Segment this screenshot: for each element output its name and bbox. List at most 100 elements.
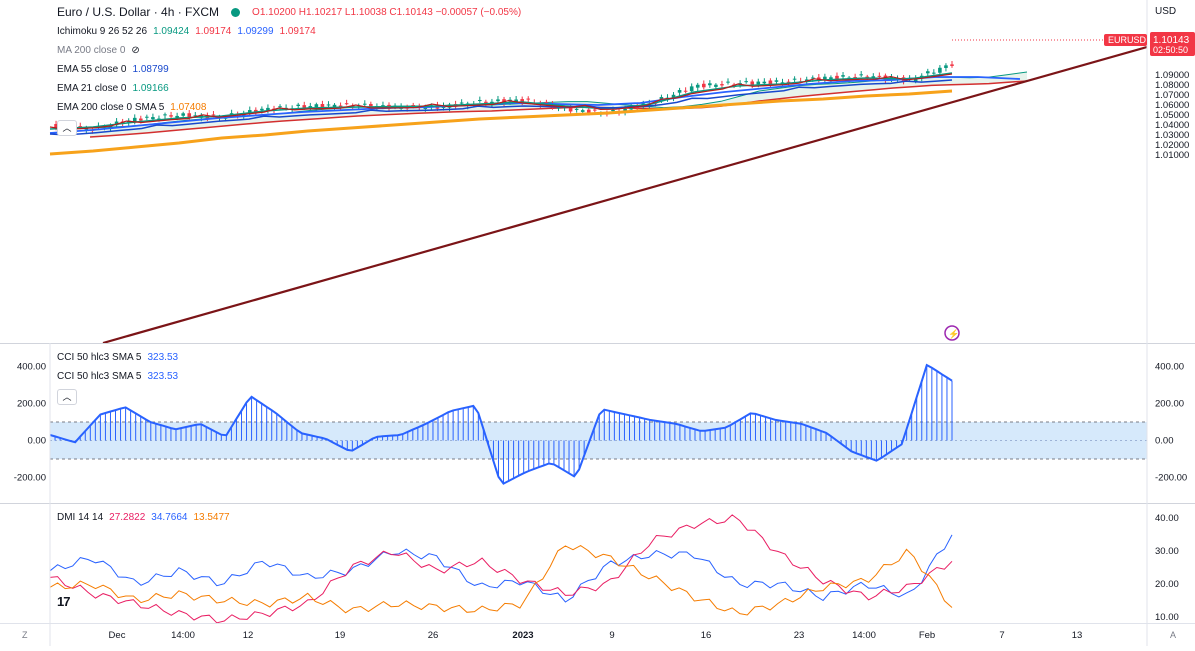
dmi-plus-line	[49, 534, 953, 603]
candle[interactable]	[877, 72, 882, 79]
candle[interactable]	[720, 80, 724, 88]
symbol-row[interactable]: Euro / U.S. Dollar · 4h · FXCM O1.10200 …	[57, 3, 521, 22]
candle[interactable]	[859, 71, 863, 77]
lightning-icon[interactable]	[944, 325, 960, 341]
candle[interactable]	[526, 96, 531, 103]
candle-body	[647, 103, 652, 107]
candle[interactable]	[823, 73, 827, 83]
candle-body	[362, 103, 367, 105]
dmi-pane[interactable]: 40.00 30.00 20.00 10.00 DMI 14 14 27.2822 3…	[0, 503, 1195, 624]
dmi-legend-row[interactable]: DMI 14 14 27.2822 34.7664 13.5477	[57, 508, 230, 527]
candle[interactable]	[950, 60, 954, 68]
dmi-axis-labels[interactable]: 40.00 30.00 20.00 10.00	[1155, 513, 1179, 623]
candle[interactable]	[362, 100, 367, 107]
candle[interactable]	[326, 101, 331, 108]
pane-separator[interactable]	[0, 503, 1195, 504]
candle-body	[925, 71, 930, 74]
candle[interactable]	[944, 63, 948, 72]
time-axis-svg[interactable]: Z A Dec 14:00 12 19 26 2023 9 16 23 14:00 Feb 7 13	[0, 624, 1195, 646]
collapse-legend-button[interactable]: ︿	[57, 120, 77, 136]
candle[interactable]	[792, 76, 797, 83]
candle-body	[247, 110, 252, 114]
indicator-name[interactable]: Ichimoku 9 26 52 26	[57, 26, 148, 37]
candle-body	[562, 107, 567, 109]
candle-body	[181, 113, 185, 116]
currency-label[interactable]: USD	[1155, 6, 1176, 17]
trendline[interactable]	[102, 45, 1148, 345]
candle[interactable]	[163, 112, 167, 119]
price-tick-label: 1.07000	[1155, 90, 1189, 101]
time-tick-label: 23	[794, 630, 805, 641]
candle-body	[187, 113, 192, 118]
candle[interactable]	[266, 104, 270, 114]
time-axis[interactable]: Z A Dec 14:00 12 19 26 2023 9 16 23 14:00 Feb 7 13	[0, 623, 1195, 646]
candle-body	[211, 114, 216, 116]
candle-body	[556, 107, 561, 109]
candle-body	[478, 99, 482, 101]
indicator-name[interactable]: CCI 50 hlc3 SMA 5	[57, 352, 142, 363]
price-tick-label: 1.09000	[1155, 70, 1189, 81]
indicator-row-ichimoku[interactable]: Ichimoku 9 26 52 26 1.09424 1.09174 1.09…	[57, 22, 521, 41]
candle-body	[932, 72, 936, 74]
timezone-toggle[interactable]: Z	[22, 630, 28, 640]
auto-scale-toggle[interactable]: A	[1170, 630, 1176, 640]
candle[interactable]	[278, 104, 282, 110]
indicator-value: 323.53	[147, 371, 179, 382]
indicator-name[interactable]: EMA 21 close 0	[57, 83, 127, 94]
indicator-row-ma200[interactable]: MA 200 close 0 ⊘	[57, 41, 521, 60]
candle-body	[157, 118, 161, 120]
cci-left-tick-label: 400.00	[17, 362, 46, 373]
candle[interactable]	[496, 95, 500, 103]
indicator-name[interactable]: EMA 55 close 0	[57, 64, 127, 75]
candle[interactable]	[145, 114, 149, 121]
price-axis-labels[interactable]: 1.090001.080001.070001.060001.050001.040…	[1155, 70, 1189, 161]
ema200-line	[49, 89, 953, 156]
candle[interactable]	[114, 118, 119, 127]
candle[interactable]	[932, 69, 936, 75]
candle-body	[526, 98, 531, 100]
candle[interactable]	[726, 78, 730, 85]
cci-pane[interactable]: 400.00 200.00 0.00 -200.00 400.00 200.00 0.00…	[0, 343, 1195, 503]
price-chart-svg[interactable]: 1.090001.080001.070001.060001.050001.040…	[0, 0, 1195, 345]
candle-body	[714, 84, 718, 87]
candle[interactable]	[925, 68, 930, 77]
candle[interactable]	[677, 87, 682, 97]
candle[interactable]	[695, 82, 700, 92]
high-value: H1.10217	[298, 7, 343, 18]
indicator-value: 13.5477	[193, 512, 230, 523]
candle[interactable]	[841, 72, 845, 80]
candle-body	[78, 126, 83, 128]
pane-separator[interactable]	[0, 343, 1195, 344]
cci-axis-labels[interactable]: 400.00 200.00 0.00 -200.00	[1155, 362, 1187, 484]
collapse-legend-button[interactable]: ︿	[57, 389, 77, 405]
candle-body	[302, 105, 307, 108]
candle[interactable]	[169, 111, 173, 119]
candle[interactable]	[744, 77, 748, 84]
candle[interactable]	[344, 99, 349, 106]
cci-chart-svg[interactable]: 400.00 200.00 0.00 -200.00 400.00 200.00 0.00…	[0, 343, 1195, 503]
candle-body	[829, 77, 833, 80]
candle[interactable]	[683, 87, 688, 94]
time-axis-labels[interactable]: Dec 14:00 12 19 26 2023 9 16 23 14:00 Feb 7 13	[109, 630, 1083, 641]
indicator-row-ema200[interactable]: EMA 200 close 0 SMA 5 1.07408	[57, 98, 521, 117]
indicator-name[interactable]: EMA 200 close 0 SMA 5	[57, 102, 165, 113]
candle[interactable]	[671, 92, 676, 102]
indicator-row-ema21[interactable]: EMA 21 close 0 1.09166	[57, 79, 521, 98]
candle[interactable]	[478, 96, 482, 103]
dmi-chart-svg[interactable]: 40.00 30.00 20.00 10.00	[0, 503, 1195, 624]
symbol-title[interactable]: Euro / U.S. Dollar · 4h · FXCM	[57, 5, 220, 19]
indicator-name[interactable]: DMI 14 14	[57, 512, 104, 523]
cci-legend-row[interactable]: CCI 50 hlc3 SMA 5 323.53	[57, 367, 178, 386]
indicator-row-ema55[interactable]: EMA 55 close 0 1.08799	[57, 60, 521, 79]
price-pane[interactable]: 1.09000 1.08000 1.07000 1.06000 1.05000 1.040…	[0, 0, 1195, 345]
candle[interactable]	[708, 80, 712, 88]
tradingview-logo[interactable]: 17	[57, 594, 71, 609]
indicator-name[interactable]: MA 200 close 0	[57, 45, 126, 56]
time-tick-label: 14:00	[852, 630, 876, 641]
indicator-name[interactable]: CCI 50 hlc3 SMA 5	[57, 371, 142, 382]
price-legend: Euro / U.S. Dollar · 4h · FXCM O1.10200 …	[57, 3, 521, 136]
price-tick-label: 1.03000	[1155, 130, 1189, 141]
cci-legend-row[interactable]: CCI 50 hlc3 SMA 5 323.53	[57, 348, 178, 367]
candle[interactable]	[701, 80, 706, 90]
eye-hidden-icon[interactable]: ⊘	[131, 45, 140, 56]
